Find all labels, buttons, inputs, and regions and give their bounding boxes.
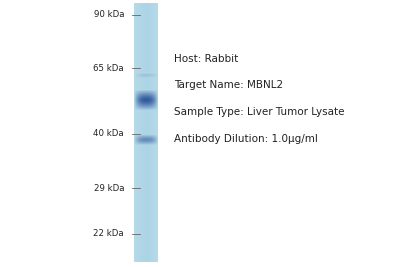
Text: 65 kDa: 65 kDa <box>93 64 124 73</box>
Text: Sample Type: Liver Tumor Lysate: Sample Type: Liver Tumor Lysate <box>174 107 344 117</box>
Text: 22 kDa: 22 kDa <box>93 229 124 238</box>
Text: Antibody Dilution: 1.0μg/ml: Antibody Dilution: 1.0μg/ml <box>174 134 318 144</box>
Text: 29 kDa: 29 kDa <box>94 184 124 193</box>
Text: Target Name: MBNL2: Target Name: MBNL2 <box>174 80 283 91</box>
Text: 40 kDa: 40 kDa <box>93 129 124 138</box>
Text: 90 kDa: 90 kDa <box>94 10 124 19</box>
Text: Host: Rabbit: Host: Rabbit <box>174 54 238 64</box>
